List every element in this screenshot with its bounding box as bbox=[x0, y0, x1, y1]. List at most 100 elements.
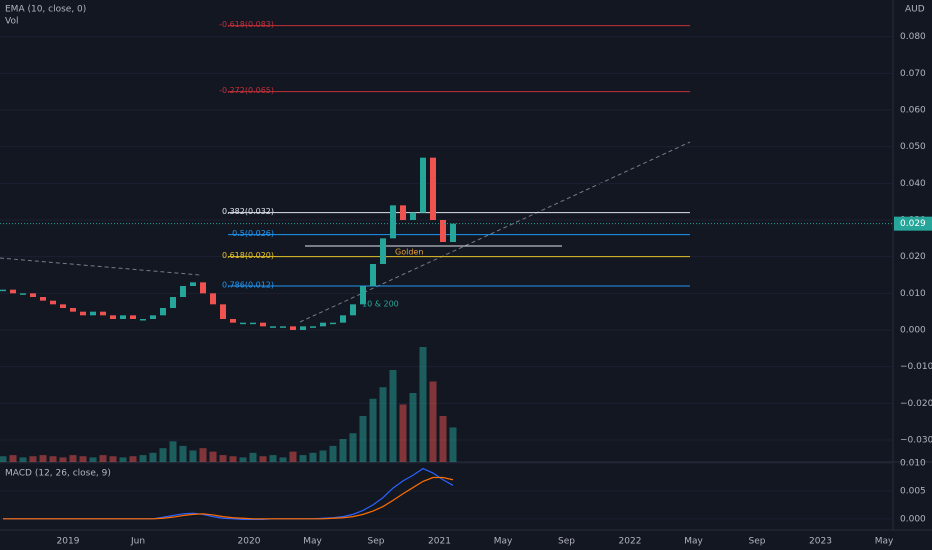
y-tick-label: 0.040 bbox=[900, 179, 926, 189]
candle bbox=[110, 315, 116, 319]
y-tick-label: 0.020 bbox=[900, 252, 926, 262]
candle bbox=[50, 300, 56, 305]
candle bbox=[140, 319, 146, 321]
volume-bar bbox=[119, 457, 127, 462]
volume-bar bbox=[59, 457, 67, 462]
fib-label: 0.618(0.020) bbox=[222, 251, 274, 260]
fib-label: -0.618(0.083) bbox=[219, 20, 274, 29]
y-tick-label: 0.050 bbox=[900, 142, 926, 152]
candle bbox=[390, 205, 396, 239]
candle bbox=[30, 293, 36, 297]
time-label: May bbox=[875, 537, 894, 547]
candle bbox=[430, 157, 436, 220]
volume-bar bbox=[299, 455, 307, 462]
candle bbox=[150, 315, 156, 319]
y-tick-label: 0.070 bbox=[900, 69, 926, 79]
volume-bar bbox=[249, 452, 257, 462]
volume-bar bbox=[399, 404, 407, 462]
y2-tick-label: 0.010 bbox=[900, 459, 926, 469]
volume-bar bbox=[49, 456, 57, 462]
volume-bar bbox=[359, 416, 367, 462]
volume-bar bbox=[109, 456, 117, 462]
volume-bar bbox=[279, 457, 287, 462]
time-label: May bbox=[494, 537, 513, 547]
candle bbox=[70, 308, 76, 312]
price-tag-label: 0.029 bbox=[900, 219, 926, 229]
fib-label: 0.382(0.032) bbox=[222, 207, 274, 216]
candle bbox=[320, 322, 326, 327]
candle bbox=[280, 326, 286, 328]
candle bbox=[10, 289, 16, 294]
volume-bar bbox=[189, 450, 197, 462]
time-label: 2022 bbox=[619, 537, 642, 547]
volume-bar bbox=[389, 370, 397, 462]
volume-bar bbox=[89, 457, 97, 462]
volume-bar bbox=[289, 451, 297, 462]
volume-bar bbox=[149, 452, 157, 462]
time-label: 2023 bbox=[809, 537, 832, 547]
y-tick-label: −0.010 bbox=[900, 362, 932, 372]
fib-label: -0.272(0.065) bbox=[219, 86, 274, 95]
volume-bar bbox=[439, 416, 447, 462]
candle bbox=[80, 311, 86, 316]
volume-bar bbox=[19, 457, 27, 462]
candle bbox=[350, 304, 356, 316]
annotation: 10 & 200 bbox=[362, 300, 399, 309]
candle bbox=[290, 326, 296, 330]
candle bbox=[380, 238, 386, 264]
volume-bar bbox=[229, 456, 237, 462]
time-label: May bbox=[684, 537, 703, 547]
volume-bar bbox=[29, 456, 37, 462]
candle bbox=[450, 223, 456, 242]
annotation: Golden bbox=[395, 248, 423, 257]
time-label: Sep bbox=[749, 537, 766, 547]
candle bbox=[170, 297, 176, 308]
volume-bar bbox=[139, 455, 147, 462]
volume-bar bbox=[329, 445, 337, 462]
currency: AUD bbox=[905, 5, 925, 15]
time-label: Jun bbox=[130, 537, 145, 547]
candle bbox=[160, 308, 166, 316]
volume-bar bbox=[199, 448, 207, 462]
time-label: May bbox=[303, 537, 322, 547]
candle bbox=[220, 304, 226, 319]
volume-bar bbox=[9, 455, 17, 462]
volume-bar bbox=[319, 450, 327, 462]
candle bbox=[410, 212, 416, 220]
volume-bar bbox=[129, 456, 137, 462]
candle bbox=[330, 322, 336, 325]
candle bbox=[400, 205, 406, 220]
volume-bar bbox=[369, 398, 377, 462]
candle bbox=[310, 326, 316, 328]
candle bbox=[90, 311, 96, 316]
candle bbox=[440, 220, 446, 242]
volume-bar bbox=[39, 455, 47, 462]
volume-bar bbox=[0, 456, 7, 462]
trend-line bbox=[0, 257, 201, 276]
y-tick-label: −0.020 bbox=[900, 399, 932, 409]
y2-tick-label: 0.005 bbox=[900, 486, 926, 496]
time-label: 2020 bbox=[238, 537, 261, 547]
y-tick-label: 0.060 bbox=[900, 106, 926, 116]
y-tick-label: 0.010 bbox=[900, 289, 926, 299]
candle bbox=[340, 315, 346, 323]
volume-bar bbox=[239, 457, 247, 462]
time-label: Sep bbox=[368, 537, 385, 547]
candle bbox=[60, 304, 66, 308]
candle bbox=[40, 297, 46, 301]
macd-label: MACD (12, 26, close, 9) bbox=[5, 469, 111, 479]
y-tick-label: 0.080 bbox=[900, 32, 926, 42]
volume-bar bbox=[169, 441, 177, 462]
time-label: 2021 bbox=[428, 537, 451, 547]
y-tick-label: 0.000 bbox=[900, 326, 926, 336]
candle bbox=[210, 293, 216, 305]
volume-bar bbox=[159, 448, 167, 462]
time-label: 2019 bbox=[57, 537, 80, 547]
indicator-label: EMA (10, close, 0) bbox=[5, 5, 86, 15]
volume-bar bbox=[269, 455, 277, 462]
candle bbox=[200, 282, 206, 294]
candle bbox=[190, 282, 196, 286]
volume-bar bbox=[449, 427, 457, 462]
y2-tick-label: 0.000 bbox=[900, 514, 926, 524]
